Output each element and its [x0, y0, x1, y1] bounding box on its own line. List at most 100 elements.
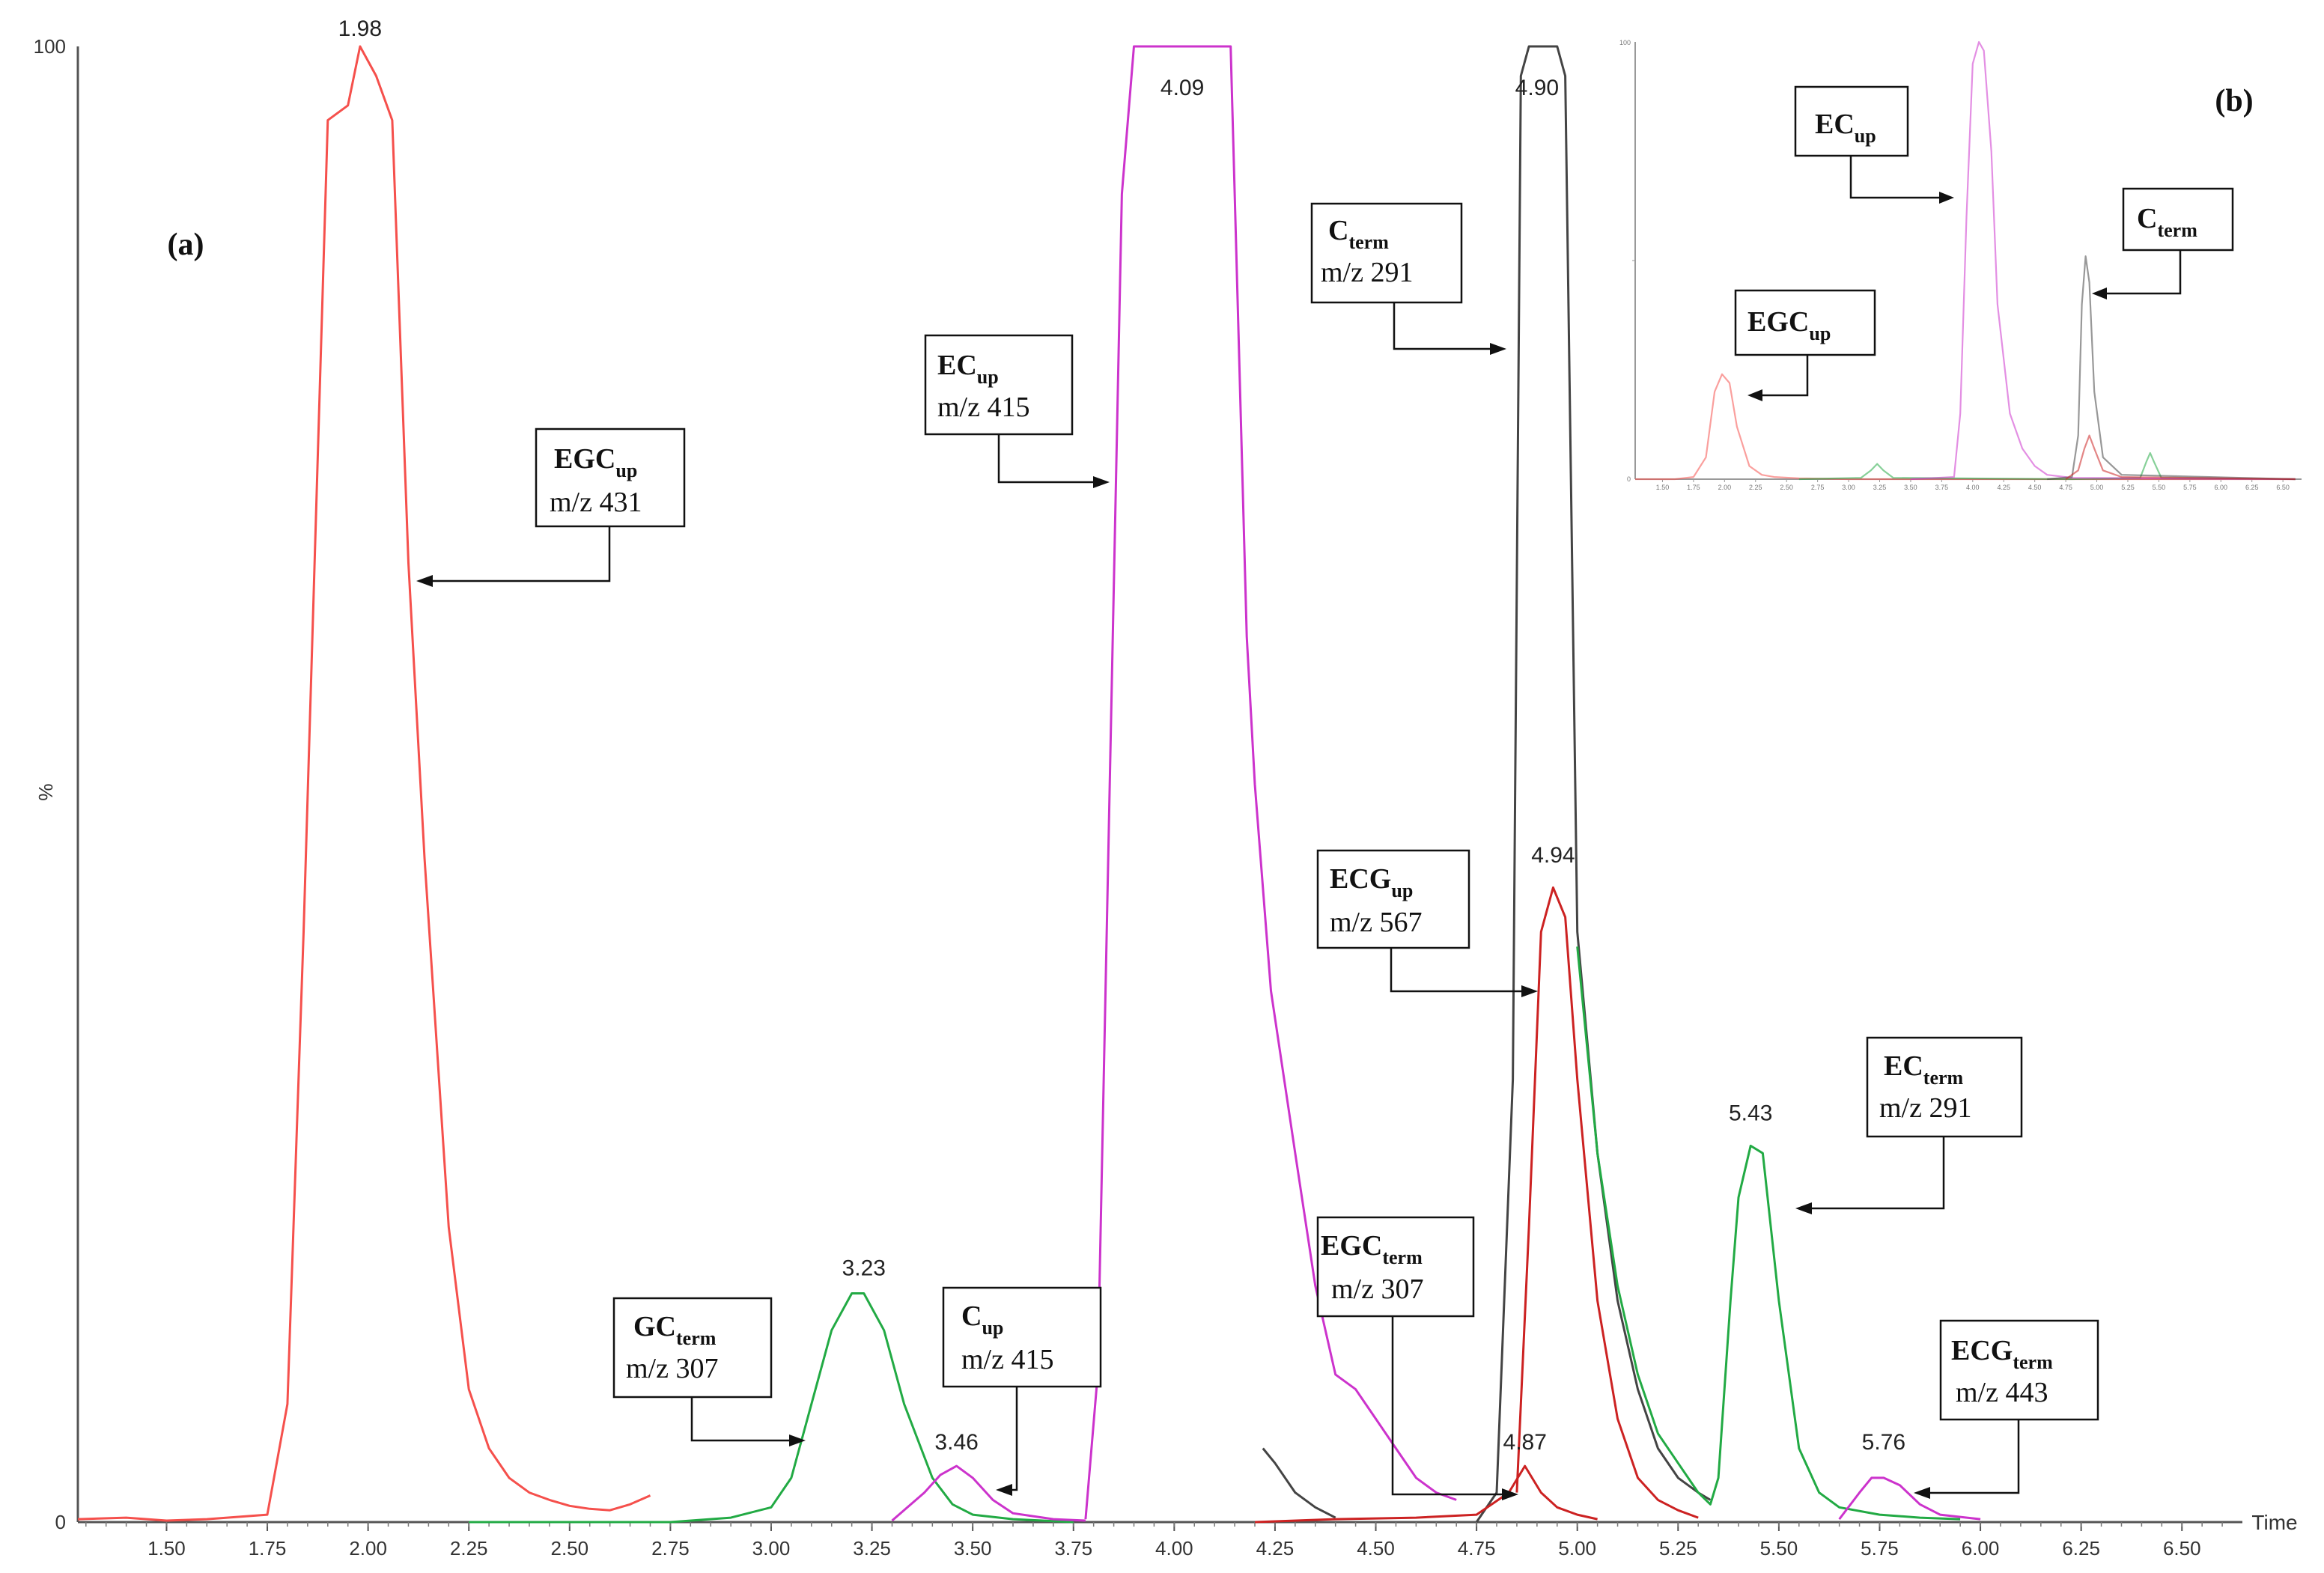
peak-label-8: 5.76 [1862, 1430, 1905, 1455]
inset-x-tick-label-0: 1.50 [1656, 484, 1670, 491]
x-tick-label-13: 4.75 [1458, 1537, 1496, 1560]
inset-x-tick-label-1: 1.75 [1687, 484, 1700, 491]
inset-x-tick-label-9: 3.75 [1935, 484, 1949, 491]
x-tick-label-2: 2.00 [349, 1537, 387, 1560]
x-tick-label-17: 5.75 [1861, 1537, 1899, 1560]
peak-label-3: 4.94 [1531, 843, 1575, 868]
inset-x-tick-label-14: 5.00 [2090, 484, 2104, 491]
peak-label-2: 4.90 [1515, 76, 1559, 100]
inset-y-tick-top: 100 [1619, 39, 1631, 46]
annotation-ecg-up: ECGup m/z 567 [1316, 849, 1538, 997]
x-tick-label-18: 6.00 [1962, 1537, 2000, 1560]
inset-annotation-ec-up-sub: up [1855, 125, 1876, 147]
x-tick-label-4: 2.50 [550, 1537, 588, 1560]
annotation-egc-term-mz: m/z 307 [1331, 1274, 1423, 1305]
annotation-egc-up: EGCup m/z 431 [416, 428, 686, 587]
annotation-c-up-sub: up [982, 1317, 1003, 1339]
peak-label-5: 3.46 [934, 1430, 978, 1455]
series-line-black-5 [1475, 45, 1712, 1523]
annotation-c-up-main: Cup [961, 1300, 1003, 1339]
inset-annotation-ec-up: ECup [1794, 85, 1954, 204]
panel-label-a: (a) [168, 228, 204, 262]
x-tick-label-15: 5.25 [1659, 1537, 1697, 1560]
inset-annotation-ec-up-label: ECup [1815, 109, 1876, 147]
x-axis-label: Time [2251, 1511, 2297, 1534]
annotation-gc-term: GCterm m/z 307 [612, 1297, 806, 1446]
annotation-ecg-up-mz: m/z 567 [1330, 907, 1422, 938]
inset-series-line-darkred-4 [2065, 434, 2296, 481]
inset-x-tick-label-13: 4.75 [2059, 484, 2072, 491]
x-tick-label-7: 3.25 [853, 1537, 891, 1560]
inset-x-tick-label-6: 3.00 [1842, 484, 1855, 491]
series-line-magenta-2 [891, 1464, 1086, 1522]
y-tick-bottom: 0 [55, 1511, 66, 1533]
annotation-ecg-term-sub: term [2013, 1351, 2053, 1373]
annotation-c-up-mz: m/z 415 [961, 1344, 1053, 1375]
inset-x-tick-label-20: 6.50 [2276, 484, 2290, 491]
annotation-c-term-mz: m/z 291 [1321, 257, 1413, 288]
inset-annotation-egc-up: EGCup [1734, 289, 1876, 401]
series-line-green-8 [1576, 946, 1961, 1521]
y-tick-top: 100 [34, 35, 66, 58]
series-line-black-4 [1262, 1447, 1336, 1519]
series-line-red-0 [77, 45, 651, 1522]
series-line-darkred-7 [1515, 886, 1699, 1519]
annotation-ec-up: ECup m/z 415 [924, 334, 1110, 488]
series-line-magenta-3 [1084, 45, 1457, 1520]
annotation-ecg-term-main: ECGterm [1951, 1335, 2053, 1373]
inset-x-tick-label-2: 2.00 [1718, 484, 1732, 491]
inset-x-tick-label-10: 4.00 [1966, 484, 1980, 491]
annotation-ecg-up-main: ECGup [1330, 863, 1413, 901]
x-tick-label-20: 6.50 [2163, 1537, 2201, 1560]
inset-series-line-magenta-2 [1910, 40, 2296, 481]
inset-series-line-green-1 [1798, 451, 2296, 481]
inset-x-tick-label-18: 6.00 [2215, 484, 2228, 491]
series-line-magenta-9 [1838, 1476, 1981, 1521]
x-tick-label-19: 6.25 [2062, 1537, 2100, 1560]
annotation-boxes: EGCup m/z 431 ECup m/z 415 Cterm m/z 291… [416, 202, 2099, 1500]
annotation-ec-term-mz: m/z 291 [1879, 1092, 1971, 1124]
annotation-ecg-term-mz: m/z 443 [1956, 1377, 2048, 1408]
annotation-gc-term-main: GCterm [633, 1311, 717, 1349]
inset-background [1619, 30, 2315, 488]
inset-annotation-egc-up-sub: up [1809, 323, 1831, 344]
annotation-egc-up-main: EGCup [554, 443, 637, 481]
annotation-gc-term-sub: term [676, 1327, 717, 1349]
x-tick-label-10: 4.00 [1155, 1537, 1193, 1560]
x-tick-label-0: 1.50 [147, 1537, 186, 1560]
panel-label-b: (b) [2215, 84, 2253, 118]
main-plot: 100 0 % Time 1.50 1.75 2.00 2.25 2.50 2.75 3.0… [34, 16, 2298, 1560]
annotation-c-term: Cterm m/z 291 [1310, 202, 1506, 355]
annotation-ecg-term: ECGterm m/z 443 [1914, 1319, 2099, 1499]
inset-annotation-c-term-sub: term [2157, 219, 2197, 241]
annotation-ec-up-sub: up [977, 366, 999, 388]
annotation-ec-up-mz: m/z 415 [937, 392, 1029, 423]
annotation-gc-term-mz: m/z 307 [626, 1353, 718, 1384]
inset-series-line-black-3 [2047, 255, 2296, 481]
annotation-c-term-main: Cterm [1328, 215, 1389, 253]
annotation-ec-term-main: ECterm [1884, 1050, 1964, 1089]
inset-x-tick-label-15: 5.25 [2121, 484, 2135, 491]
peak-label-1: 4.09 [1161, 76, 1204, 100]
annotation-egc-up-sub: up [615, 460, 637, 481]
inset-x-tick-label-4: 2.50 [1780, 484, 1793, 491]
y-axis-label: % [34, 783, 57, 800]
annotation-ec-term: ECterm m/z 291 [1795, 1036, 2023, 1214]
inset-x-tick-label-16: 5.50 [2153, 484, 2166, 491]
x-tick-label-14: 5.00 [1558, 1537, 1596, 1560]
peak-label-0: 1.98 [338, 16, 382, 41]
x-tick-label-12: 4.50 [1357, 1537, 1395, 1560]
inset-x-tick-label-3: 2.25 [1749, 484, 1762, 491]
annotation-c-term-sub: term [1348, 231, 1389, 253]
series-line-green-1 [469, 1292, 1074, 1524]
annotation-ec-up-main: ECup [937, 350, 999, 388]
inset-panel-b: 100 0 1.50 1.75 2.00 2.25 2.50 2.75 3.00 3.25 3.… [1619, 30, 2315, 491]
x-tick-label-6: 3.00 [752, 1537, 791, 1560]
inset-x-tick-label-19: 6.25 [2245, 484, 2259, 491]
peak-label-4: 3.23 [842, 1256, 886, 1281]
annotation-ecg-up-sub: up [1391, 880, 1413, 901]
inset-y-tick-bottom: 0 [1627, 475, 1631, 483]
inset-x-tick-label-12: 4.50 [2028, 484, 2042, 491]
x-tick-label-11: 4.25 [1256, 1537, 1295, 1560]
